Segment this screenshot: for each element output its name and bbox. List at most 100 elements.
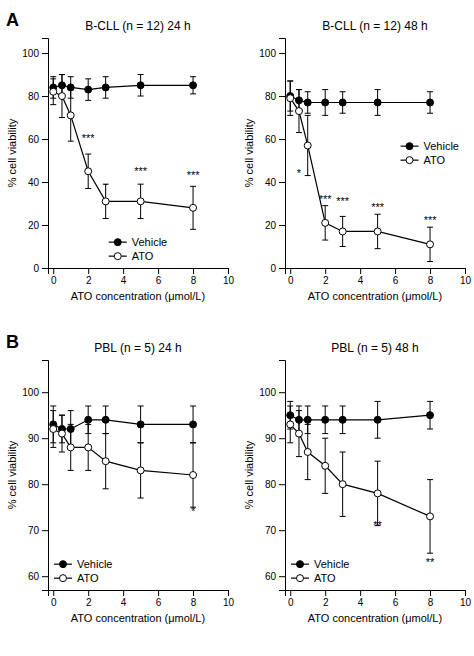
x-tick-label: 10	[460, 275, 472, 286]
annotation: ***	[371, 201, 385, 213]
x-tick-label: 6	[393, 275, 399, 286]
error-bar	[190, 77, 196, 94]
y-tick-label: 20	[28, 220, 40, 231]
plot-area	[287, 81, 434, 262]
annotation: ***	[187, 169, 201, 181]
data-point	[102, 198, 109, 205]
y-tick-mark	[42, 484, 48, 485]
data-point	[85, 168, 92, 175]
x-tick-label: 10	[223, 275, 235, 286]
x-tick: 8	[191, 590, 197, 608]
y-tick-mark	[42, 392, 48, 393]
data-point	[304, 449, 311, 456]
x-tick-label: 8	[428, 597, 434, 608]
error-bar	[59, 75, 65, 118]
y-tick-mark	[279, 530, 285, 531]
x-tick-label: 10	[223, 597, 235, 608]
series	[287, 406, 434, 553]
series	[50, 75, 197, 230]
y-tick-label: 60	[28, 134, 40, 145]
x-tick-label: 4	[121, 597, 127, 608]
x-axis-title: ATO concentration (μmol/L)	[71, 612, 205, 624]
x-tick-mark	[465, 590, 466, 596]
data-point	[137, 421, 144, 428]
legend: VehicleATO	[401, 140, 459, 166]
y-axis-line	[42, 361, 49, 591]
data-point	[137, 82, 144, 89]
x-tick-mark	[430, 268, 431, 274]
y-tick: 60	[265, 134, 285, 145]
legend-label: ATO	[77, 572, 99, 584]
x-tick: 6	[393, 268, 399, 286]
error-bar	[190, 406, 196, 443]
y-tick-label: 0	[270, 263, 276, 274]
x-tick-mark	[360, 268, 361, 274]
series	[287, 81, 434, 115]
annotation: ***	[319, 193, 333, 205]
error-bar	[85, 79, 91, 100]
data-point	[102, 458, 109, 465]
y-axis-title: % cell viability	[243, 440, 255, 509]
x-tick: 8	[191, 268, 197, 286]
x-tick: 10	[223, 268, 235, 286]
y-tick-mark	[279, 576, 285, 577]
x-tick-mark	[123, 590, 124, 596]
x-tick-mark	[395, 590, 396, 596]
data-point	[50, 426, 57, 433]
error-bar	[322, 406, 328, 434]
data-point	[190, 204, 197, 211]
panel: 024681060708090100*PBL (n = 5) 24 hATO c…	[6, 332, 234, 624]
x-tick-label: 8	[428, 275, 434, 286]
y-tick-label: 80	[28, 479, 40, 490]
x-tick-label: 8	[191, 597, 197, 608]
legend: VehicleATO	[54, 558, 112, 584]
y-tick-label: 70	[265, 525, 277, 536]
x-tick-label: 6	[156, 275, 162, 286]
error-bar	[340, 216, 346, 246]
x-tick-label: 4	[121, 275, 127, 286]
y-tick: 60	[28, 571, 48, 582]
data-point	[322, 99, 329, 106]
y-axis-title: % cell viability	[6, 118, 18, 187]
annotation: ***	[82, 132, 96, 144]
y-axis: 60708090100	[259, 361, 285, 591]
error-bar	[59, 415, 65, 452]
y-tick: 60	[265, 571, 285, 582]
x-tick: 2	[86, 590, 92, 608]
y-tick-mark	[42, 53, 48, 54]
error-bar	[375, 214, 381, 248]
y-tick: 70	[265, 525, 285, 536]
error-bar	[296, 411, 302, 457]
chart-figure: 0246810020406080100***-******B-CLL (n = …	[0, 0, 474, 656]
x-axis-line	[49, 591, 229, 597]
y-tick-mark	[42, 438, 48, 439]
x-tick-label: 2	[86, 597, 92, 608]
data-point	[304, 142, 311, 149]
panel: 024681060708090100****PBL (n = 5) 48 hAT…	[243, 341, 471, 624]
x-tick-mark	[158, 268, 159, 274]
series-line	[53, 429, 193, 475]
chart-title: PBL (n = 5) 24 h	[94, 341, 181, 355]
data-point	[67, 444, 74, 451]
y-tick: 100	[22, 387, 48, 398]
x-tick: 10	[460, 590, 472, 608]
error-bar	[103, 434, 109, 489]
x-axis-title: ATO concentration (μmol/L)	[308, 290, 442, 302]
x-axis-line	[286, 269, 466, 275]
x-tick-label: 8	[191, 275, 197, 286]
y-tick-mark	[42, 225, 48, 226]
y-tick-label: 60	[265, 134, 277, 145]
y-tick-mark	[42, 182, 48, 183]
y-tick-mark	[42, 139, 48, 140]
x-tick-mark	[325, 590, 326, 596]
error-bar	[138, 75, 144, 96]
legend-swatch-marker	[60, 575, 67, 582]
data-point	[58, 430, 65, 437]
y-tick-mark	[279, 225, 285, 226]
panel-label: B	[6, 332, 19, 352]
legend: VehicleATO	[109, 236, 167, 262]
y-tick: 60	[28, 134, 48, 145]
y-tick: 0	[270, 263, 285, 274]
y-tick: 100	[22, 48, 48, 59]
y-tick: 40	[28, 177, 48, 188]
